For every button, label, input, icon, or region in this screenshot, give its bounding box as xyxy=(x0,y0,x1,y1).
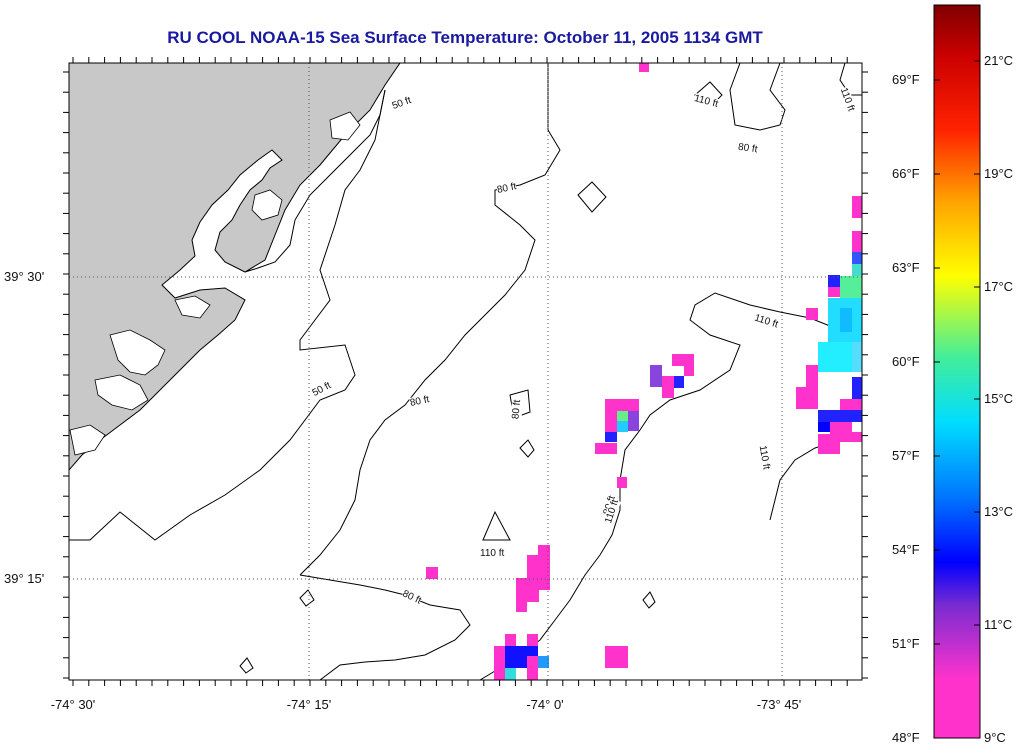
fahrenheit-label: 63°F xyxy=(892,260,920,275)
lon-label: -74° 15' xyxy=(286,697,332,712)
contour-50ft xyxy=(244,89,386,273)
lat-label: 39° 15' xyxy=(4,571,45,586)
contour-80ft xyxy=(299,574,471,680)
colorbar xyxy=(933,4,981,739)
fahrenheit-label: 51°F xyxy=(892,636,920,651)
celsius-label: 9°C xyxy=(984,730,1006,745)
celsius-label: 17°C xyxy=(984,279,1014,294)
colorbar-ticks xyxy=(934,60,980,645)
celsius-label: 15°C xyxy=(984,391,1014,406)
contour-loop xyxy=(239,657,254,674)
bay-outline xyxy=(94,374,149,411)
contour-label: 80 ft xyxy=(510,399,524,420)
bay-outline xyxy=(69,424,106,456)
contour-label: 110 ft xyxy=(480,548,505,559)
contour-80ft xyxy=(729,63,786,131)
fahrenheit-label: 48°F xyxy=(892,730,920,745)
celsius-label: 13°C xyxy=(984,504,1014,519)
bay-outline xyxy=(329,111,361,141)
celsius-label: 11°C xyxy=(984,617,1013,632)
fahrenheit-label: 60°F xyxy=(892,354,920,369)
fahrenheit-label: 57°F xyxy=(892,448,920,463)
map-frame xyxy=(68,62,863,681)
contour-80ft xyxy=(299,63,561,576)
map-title: RU COOL NOAA-15 Sea Surface Temperature:… xyxy=(167,28,763,47)
contour-loop xyxy=(642,591,656,609)
contour-110ft xyxy=(482,510,511,541)
celsius-label: 19°C xyxy=(984,166,1014,181)
frame-ticks xyxy=(63,57,868,686)
bay-outline xyxy=(251,189,283,221)
lon-label: -73° 45' xyxy=(756,697,802,712)
lon-label: -74° 0' xyxy=(526,697,564,712)
bay-outline xyxy=(174,295,211,319)
contour-110ft xyxy=(479,292,862,680)
lon-label: -74° 30' xyxy=(50,697,96,712)
fahrenheit-label: 54°F xyxy=(892,542,920,557)
contour-loop xyxy=(577,181,607,213)
lat-label: 39° 30' xyxy=(4,269,45,284)
contour-loop xyxy=(299,589,315,607)
sst-pixels xyxy=(426,63,862,680)
contour-loop xyxy=(519,439,535,458)
fahrenheit-label: 66°F xyxy=(892,166,920,181)
bay-outline xyxy=(109,329,166,376)
contour-50ft xyxy=(69,89,386,541)
contour-110ft xyxy=(769,434,862,521)
graticule xyxy=(69,63,862,680)
celsius-label: 21°C xyxy=(984,53,1014,68)
fahrenheit-label: 69°F xyxy=(892,72,920,87)
